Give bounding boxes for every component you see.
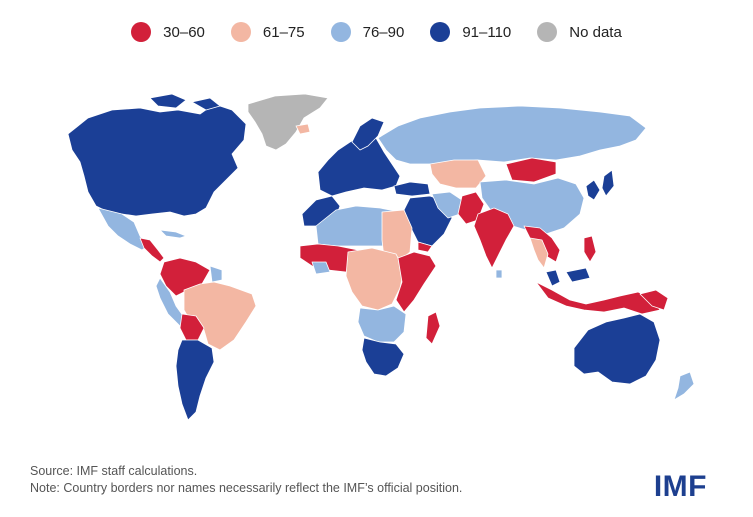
region-malaysia bbox=[545, 267, 591, 287]
region-png bbox=[639, 289, 669, 311]
region-caribbean bbox=[159, 229, 187, 239]
region-central-america bbox=[139, 237, 165, 263]
legend-item-76-90: 76–90 bbox=[330, 22, 405, 42]
region-southern-africa-north bbox=[357, 305, 407, 343]
legend-swatch-30-60 bbox=[131, 22, 152, 42]
region-central-asia bbox=[429, 159, 487, 189]
region-thailand bbox=[529, 237, 549, 269]
note-text: Note: Country borders nor names necessar… bbox=[30, 481, 463, 495]
region-europe bbox=[317, 133, 401, 197]
legend-item-61-75: 61–75 bbox=[230, 22, 305, 42]
region-korea-japan bbox=[585, 169, 615, 201]
legend-swatch-91-110 bbox=[430, 22, 451, 42]
region-new-zealand bbox=[673, 371, 695, 401]
legend-swatch-61-75 bbox=[230, 22, 251, 42]
region-greenland bbox=[247, 93, 329, 151]
legend-item-30-60: 30–60 bbox=[131, 22, 205, 42]
imf-logo: IMF bbox=[653, 470, 707, 503]
region-india bbox=[473, 207, 515, 269]
legend-label-61-75: 61–75 bbox=[262, 23, 305, 41]
region-madagascar bbox=[425, 311, 441, 345]
legend-label-91-110: 91–110 bbox=[462, 23, 512, 41]
source-note: Source: IMF staff calculations. Note: Co… bbox=[30, 463, 462, 497]
region-philippines bbox=[583, 235, 597, 263]
region-southern-africa bbox=[361, 337, 405, 377]
legend-swatch-76-90 bbox=[330, 22, 351, 42]
region-yemen bbox=[417, 241, 433, 253]
region-west-africa-coast bbox=[311, 261, 331, 275]
region-mongolia bbox=[505, 157, 557, 183]
region-indonesia bbox=[535, 281, 661, 315]
region-sri-lanka bbox=[495, 269, 503, 279]
region-russia bbox=[377, 105, 647, 165]
region-scandinavia bbox=[351, 117, 385, 151]
world-map bbox=[0, 80, 753, 440]
legend-label-76-90: 76–90 bbox=[362, 23, 405, 41]
region-iceland bbox=[295, 123, 311, 135]
region-arctic-islands bbox=[149, 93, 221, 111]
region-north-america bbox=[67, 103, 247, 217]
region-central-africa bbox=[345, 247, 405, 311]
region-turkey bbox=[393, 181, 431, 197]
region-guianas bbox=[209, 265, 223, 283]
legend-label-30-60: 30–60 bbox=[163, 23, 205, 41]
legend-label-no-data: No data bbox=[569, 23, 622, 41]
region-southern-cone bbox=[175, 339, 215, 421]
legend-item-no-data: No data bbox=[537, 22, 622, 42]
map-legend: 30–60 61–75 76–90 91–110 No data bbox=[0, 22, 753, 42]
legend-swatch-no-data bbox=[537, 22, 558, 42]
region-australia bbox=[573, 313, 661, 385]
region-east-africa bbox=[395, 251, 437, 313]
legend-item-91-110: 91–110 bbox=[430, 22, 511, 42]
source-text: Source: IMF staff calculations. bbox=[30, 464, 198, 478]
